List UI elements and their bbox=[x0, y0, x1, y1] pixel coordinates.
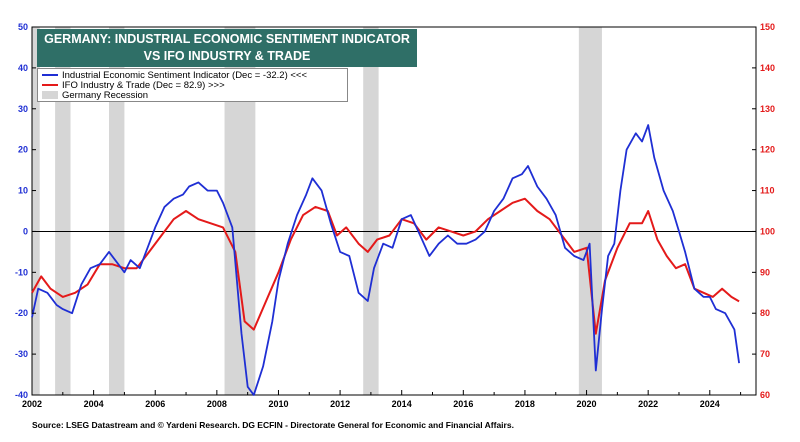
right-tick-label: 70 bbox=[760, 349, 770, 359]
legend-swatch-ifo bbox=[42, 84, 58, 87]
x-tick-label: 2018 bbox=[515, 399, 535, 409]
legend-item-ifo: IFO Industry & Trade (Dec = 82.9) >>> bbox=[42, 81, 225, 91]
x-tick-label: 2024 bbox=[700, 399, 720, 409]
left-tick-label: 10 bbox=[18, 186, 28, 196]
left-tick-label: 30 bbox=[18, 104, 28, 114]
left-tick-label: 40 bbox=[18, 63, 28, 73]
chart-title: GERMANY: INDUSTRIAL ECONOMIC SENTIMENT I… bbox=[37, 29, 417, 67]
series-lines bbox=[31, 124, 740, 396]
plot-frame bbox=[31, 26, 757, 396]
legend-swatch-esi bbox=[42, 74, 58, 77]
x-tick-label: 2016 bbox=[453, 399, 473, 409]
series-line-esi bbox=[31, 124, 740, 396]
recession-band bbox=[363, 27, 379, 395]
x-tick-label: 2010 bbox=[268, 399, 288, 409]
legend-label-recession: Germany Recession bbox=[62, 90, 149, 101]
x-tick-label: 2012 bbox=[330, 399, 350, 409]
left-axis: -40 -30 -20 -10 0 10 20 30 40 50 bbox=[15, 22, 36, 400]
recession-band bbox=[55, 27, 71, 395]
x-tick-label: 2004 bbox=[84, 399, 104, 409]
right-tick-label: 110 bbox=[760, 186, 775, 196]
x-tick-label: 2006 bbox=[145, 399, 165, 409]
x-axis: 2002 2004 2006 2008 2010 2012 2014 2016 2018 2020… bbox=[22, 390, 742, 409]
chart-title-line-2: VS IFO INDUSTRY & TRADE bbox=[143, 49, 311, 63]
x-tick-label: 2002 bbox=[22, 399, 42, 409]
x-tick-label: 2020 bbox=[577, 399, 597, 409]
series-line-ifo bbox=[31, 197, 740, 335]
right-tick-label: 150 bbox=[760, 22, 775, 32]
x-tick-label: 2022 bbox=[638, 399, 658, 409]
recession-band bbox=[32, 27, 40, 395]
right-tick-label: 100 bbox=[760, 226, 775, 236]
legend-swatch-recession bbox=[42, 91, 58, 100]
legend-label-esi: Industrial Economic Sentiment Indicator … bbox=[62, 70, 308, 81]
legend-item-recession: Germany Recession bbox=[42, 91, 148, 101]
right-tick-label: 130 bbox=[760, 104, 775, 114]
recession-band bbox=[578, 27, 602, 395]
left-tick-label: 20 bbox=[18, 145, 28, 155]
left-tick-label: -30 bbox=[15, 349, 28, 359]
right-tick-label: 120 bbox=[760, 145, 775, 155]
source-note: Source: LSEG Datastream and © Yardeni Re… bbox=[32, 420, 514, 430]
left-tick-label: 0 bbox=[23, 226, 28, 236]
right-tick-label: 80 bbox=[760, 308, 770, 318]
legend-label-ifo: IFO Industry & Trade (Dec = 82.9) >>> bbox=[62, 80, 225, 91]
x-tick-label: 2008 bbox=[207, 399, 227, 409]
right-tick-label: 140 bbox=[760, 63, 775, 73]
right-axis: 60 70 80 90 100 110 120 130 140 150 bbox=[752, 22, 775, 400]
left-tick-label: 50 bbox=[18, 22, 28, 32]
left-tick-label: -10 bbox=[15, 267, 28, 277]
recession-bands bbox=[32, 27, 602, 395]
x-tick-label: 2014 bbox=[392, 399, 412, 409]
right-tick-label: 60 bbox=[760, 390, 770, 400]
legend-item-esi: Industrial Economic Sentiment Indicator … bbox=[42, 71, 307, 81]
legend: Industrial Economic Sentiment Indicator … bbox=[37, 68, 348, 102]
right-tick-label: 90 bbox=[760, 267, 770, 277]
recession-band bbox=[109, 27, 125, 395]
left-tick-label: -20 bbox=[15, 308, 28, 318]
left-tick-label: -40 bbox=[15, 390, 28, 400]
chart-title-line-1: GERMANY: INDUSTRIAL ECONOMIC SENTIMENT I… bbox=[44, 32, 410, 46]
